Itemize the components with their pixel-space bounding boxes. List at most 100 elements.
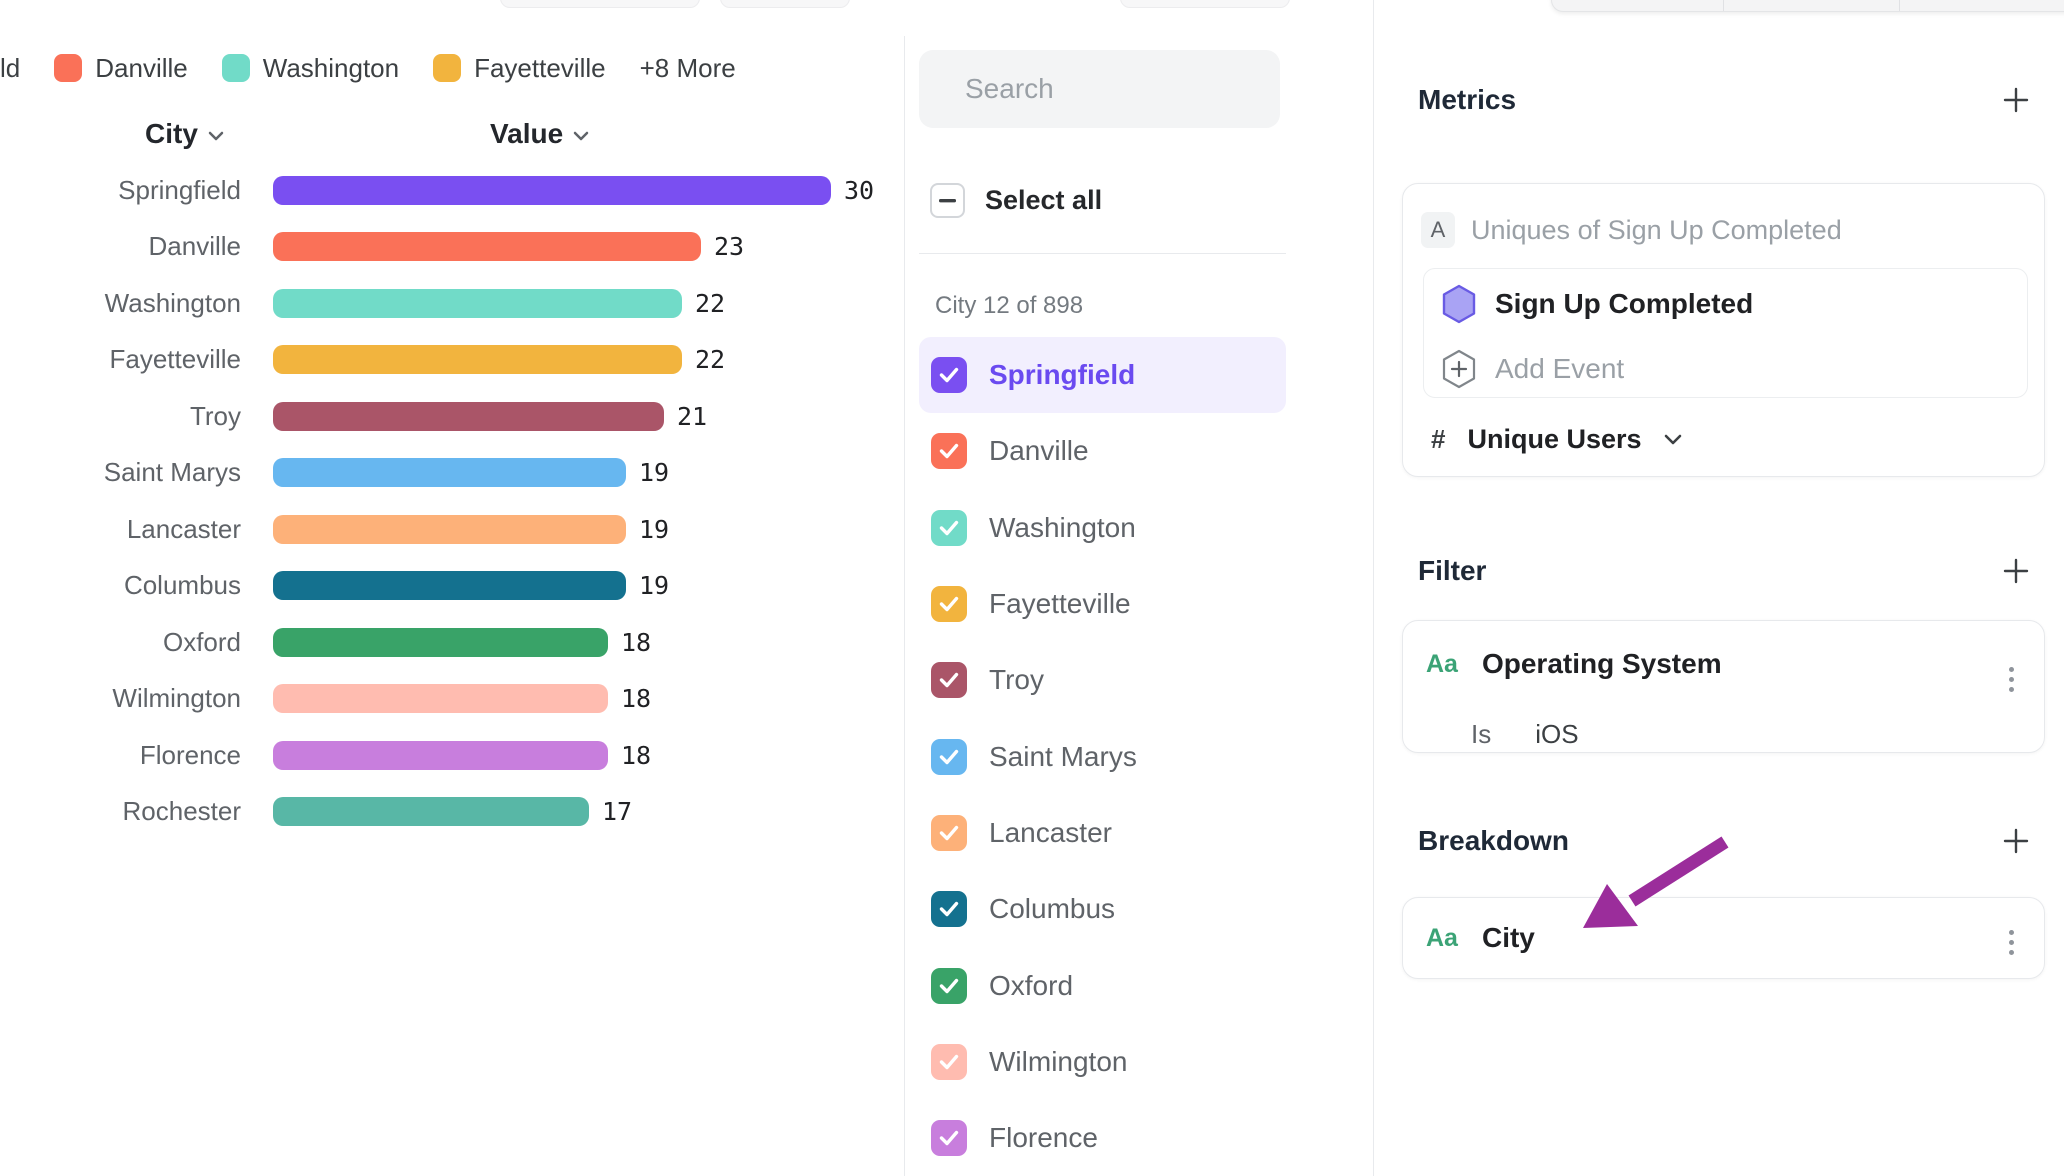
city-checkbox[interactable] (931, 967, 967, 1004)
city-checkbox[interactable] (931, 891, 967, 928)
measure-label: Unique Users (1467, 424, 1642, 454)
top-tab[interactable] (1120, 0, 1290, 8)
bar-category-label: Springfield (118, 174, 241, 205)
city-list-item[interactable]: Florence (919, 1100, 1286, 1176)
bar-category-label: Columbus (123, 570, 241, 601)
metric-card: A Uniques of Sign Up Completed Sign Up C… (1402, 183, 2045, 477)
add-event-label: Add Event (1495, 353, 1625, 384)
add-filter-button[interactable] (2000, 555, 2032, 587)
bar-category-label: Saint Marys (103, 457, 241, 488)
city-list-item[interactable]: Springfield (919, 337, 1286, 414)
measure-selector[interactable]: # Unique Users (1431, 424, 1682, 455)
chevron-down-icon (573, 131, 589, 141)
bar[interactable] (273, 627, 608, 657)
filter-condition-row[interactable]: Is iOS (1471, 719, 1579, 750)
bar-row: Oxford 18 (0, 614, 904, 671)
plus-icon (2003, 558, 2029, 584)
bar[interactable] (273, 345, 682, 375)
check-icon (939, 673, 959, 688)
bar[interactable] (273, 232, 701, 262)
filter-property-row: Aa Operating System (1426, 648, 1722, 680)
bar-value-label: 18 (621, 627, 652, 657)
bar-row: Springfield 30 (0, 162, 904, 219)
city-label: Fayetteville (989, 588, 1131, 620)
bar[interactable] (273, 458, 626, 488)
bar-value-label: 22 (695, 288, 726, 318)
bar-row: Rochester 17 (0, 784, 904, 841)
bar-value-label: 21 (677, 401, 708, 431)
bar[interactable] (273, 797, 589, 827)
bar[interactable] (273, 401, 664, 431)
city-checkbox[interactable] (931, 1120, 967, 1157)
view-segmented-control[interactable] (1551, 0, 2064, 12)
bar-value-label: 18 (621, 684, 652, 714)
city-list: Springfield Danville Washington Fayettevill… (919, 337, 1286, 1176)
city-label: Columbus (989, 893, 1116, 925)
city-label: Washington (989, 511, 1136, 543)
bar-row: Saint Marys 19 (0, 445, 904, 502)
bar[interactable] (273, 571, 626, 601)
column-header-city-label: City (145, 118, 198, 149)
bar[interactable] (273, 684, 608, 714)
bar-value-label: 19 (639, 458, 670, 488)
city-label: Lancaster (989, 816, 1112, 848)
city-checkbox[interactable] (931, 433, 967, 470)
breakdown-property-row: Aa City (1426, 922, 1535, 954)
city-checkbox[interactable] (931, 509, 967, 546)
city-list-item[interactable]: Danville (919, 413, 1286, 489)
bar[interactable] (273, 740, 608, 770)
filter-operator: Is (1471, 719, 1492, 749)
chevron-down-icon (1664, 434, 1681, 445)
panel-divider (1373, 0, 1374, 1176)
city-list-item[interactable]: Oxford (919, 947, 1286, 1023)
city-list-item[interactable]: Saint Marys (919, 718, 1286, 794)
bar[interactable] (273, 514, 626, 544)
city-list-item[interactable]: Washington (919, 490, 1286, 566)
city-checkbox[interactable] (931, 586, 967, 623)
indeterminate-icon (939, 198, 956, 202)
search-box[interactable] (919, 50, 1326, 128)
event-row[interactable]: Sign Up Completed (1441, 284, 1753, 324)
city-checkbox[interactable] (931, 662, 967, 699)
city-list-item[interactable]: Lancaster (919, 795, 1286, 871)
bar[interactable] (273, 175, 831, 205)
city-list-item[interactable]: Fayetteville (919, 566, 1286, 642)
bar[interactable] (273, 288, 682, 318)
breakdown-card[interactable]: Aa City (1402, 897, 2045, 979)
city-list-item[interactable]: Troy (919, 642, 1286, 718)
column-header-value[interactable]: Value (490, 118, 589, 150)
top-tab[interactable] (720, 0, 850, 8)
city-checkbox[interactable] (931, 357, 967, 394)
search-input[interactable] (965, 73, 1326, 105)
bar-value-label: 23 (714, 232, 745, 262)
legend-item: Washington (221, 53, 399, 84)
filter-card[interactable]: Aa Operating System Is iOS (1402, 620, 2045, 753)
add-breakdown-button[interactable] (2000, 825, 2032, 857)
legend-more-link[interactable]: +8 More (639, 52, 736, 83)
city-list-item[interactable]: Wilmington (919, 1024, 1286, 1100)
column-header-city[interactable]: City (145, 118, 224, 150)
city-list-item[interactable]: Columbus (919, 871, 1286, 947)
legend-swatch (433, 54, 462, 82)
select-all-label: Select all (985, 185, 1103, 215)
city-checkbox[interactable] (931, 814, 967, 851)
bar-category-label: Oxford (162, 626, 241, 657)
plus-icon (2003, 87, 2029, 113)
city-checkbox[interactable] (931, 1043, 967, 1080)
top-tab[interactable] (500, 0, 700, 8)
add-metric-button[interactable] (2000, 84, 2032, 116)
column-header-value-label: Value (490, 118, 564, 149)
select-all-checkbox[interactable] (930, 183, 965, 218)
check-icon (939, 825, 959, 841)
breakdown-section-title: Breakdown (1418, 825, 1569, 856)
breakdown-property-name: City (1481, 922, 1535, 953)
metric-header-row[interactable]: A Uniques of Sign Up Completed (1421, 212, 1842, 248)
add-event-row[interactable]: Add Event (1441, 349, 1624, 389)
select-all-control[interactable]: Select all (930, 183, 1102, 218)
segment-divider (1899, 0, 1900, 11)
legend-item-clipped: ld (0, 52, 21, 83)
filter-menu-button[interactable] (2003, 661, 2020, 698)
city-checkbox[interactable] (931, 738, 967, 775)
bar-row: Washington 22 (0, 275, 904, 332)
breakdown-menu-button[interactable] (2003, 924, 2020, 961)
